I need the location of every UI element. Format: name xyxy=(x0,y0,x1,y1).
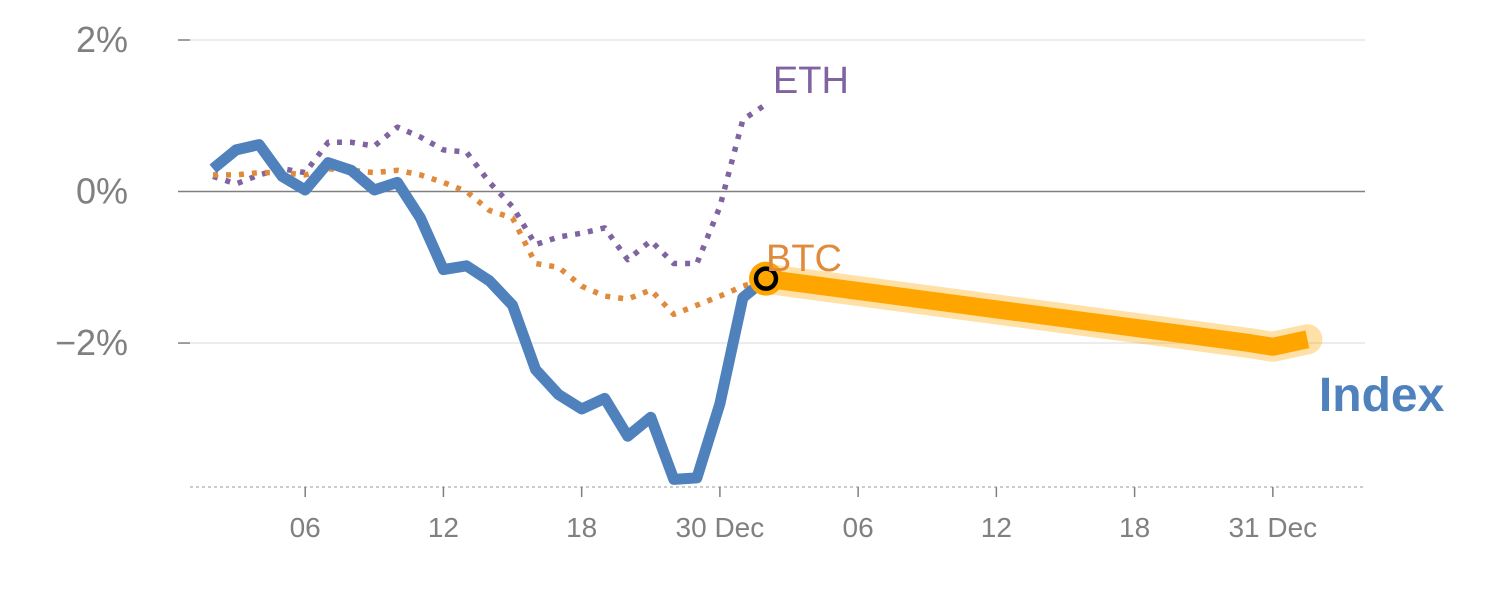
x-tick-label: 18 xyxy=(566,512,597,543)
current-point-ring xyxy=(753,266,779,291)
x-tick-label: 30 Dec xyxy=(676,512,765,543)
series-btc-line xyxy=(213,166,767,318)
projection-line xyxy=(764,269,1310,356)
y-tick-label: 0% xyxy=(76,171,128,212)
series-layer xyxy=(209,102,1323,485)
label-layer: ETH BTC Index xyxy=(766,60,1445,422)
axis-layer: 2% 0% −2% 06 12 18 30 Dec 06 12 18 31 Dec xyxy=(55,19,1365,543)
series-index-line xyxy=(209,139,770,485)
x-tick-label: 18 xyxy=(1119,512,1150,543)
series-eth-line xyxy=(212,102,768,267)
series-label-btc: BTC xyxy=(766,238,842,280)
y-tick-label: 2% xyxy=(76,19,128,60)
x-tick-label: 12 xyxy=(428,512,459,543)
series-label-eth: ETH xyxy=(773,60,849,102)
y-tick-label: −2% xyxy=(55,322,128,363)
x-tick-label: 06 xyxy=(843,512,874,543)
x-tick-label: 31 Dec xyxy=(1228,512,1317,543)
x-tick-label: 12 xyxy=(981,512,1012,543)
series-label-index: Index xyxy=(1319,369,1445,422)
x-tick-label: 06 xyxy=(290,512,321,543)
grid-layer xyxy=(178,39,1365,344)
